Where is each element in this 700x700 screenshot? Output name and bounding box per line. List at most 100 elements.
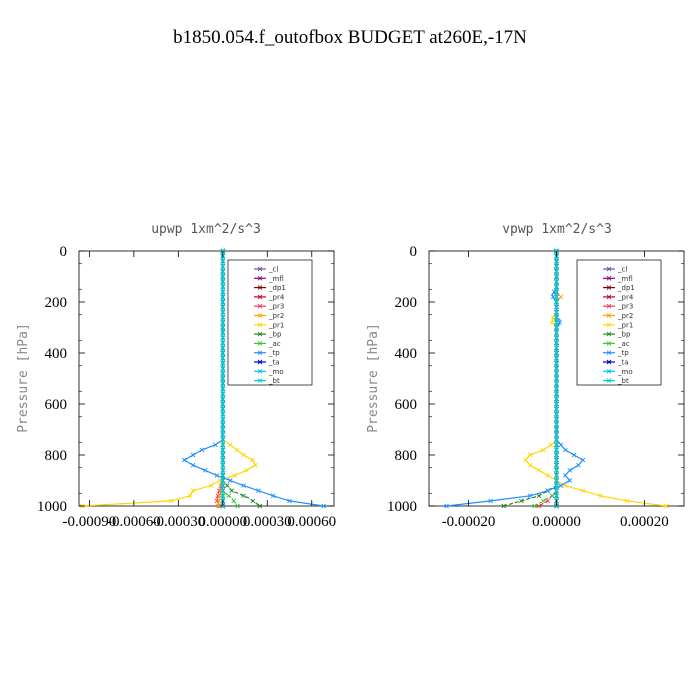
series-marker-bt <box>220 371 226 376</box>
series-layer-upwp <box>79 248 326 509</box>
series-marker-bt <box>554 309 559 315</box>
series-marker-bt <box>220 401 226 407</box>
series-marker-bt <box>554 437 559 443</box>
y-tick-label: 400 <box>395 346 418 362</box>
legend-marker <box>257 285 263 290</box>
legend-marker <box>606 285 612 290</box>
series-marker-tp <box>558 483 564 488</box>
series-marker-bt <box>220 289 226 295</box>
series-marker-bt <box>554 381 559 386</box>
series-marker-bt <box>554 345 559 351</box>
legend-label: _tp <box>617 349 629 357</box>
series-marker-bt <box>554 335 559 341</box>
series-marker-bp <box>241 493 246 499</box>
legend-label: _tp <box>268 349 280 357</box>
series-marker-tp <box>181 457 187 463</box>
series-marker-bp <box>229 488 235 494</box>
series-marker-bt <box>554 483 559 488</box>
x-tick-label: 0.00000 <box>532 514 581 530</box>
series-marker-bt <box>220 406 226 412</box>
series-marker-bt <box>220 269 226 274</box>
series-marker-bt <box>554 447 559 453</box>
series-marker-pr1 <box>253 462 258 468</box>
legend-label: _ac <box>268 340 281 348</box>
series-marker-bt <box>554 422 559 427</box>
legend-marker <box>257 303 263 309</box>
series-marker-bt <box>220 478 226 483</box>
series-marker-bt <box>220 294 226 300</box>
x-tick-label: -0.00090 <box>63 514 117 530</box>
series-marker-pr2 <box>558 294 564 300</box>
legend-marker <box>606 368 612 374</box>
series-marker-bt <box>554 365 559 371</box>
tick-layer-upwp: 0 200 400 600 800 1000-0.00090-0.00060-0.0003… <box>37 244 336 530</box>
legend-marker <box>257 359 263 365</box>
series-marker-bt <box>220 376 226 381</box>
legend-label: _mfl <box>617 275 633 283</box>
series-marker-bt <box>220 396 226 402</box>
series-marker-bt <box>220 493 226 499</box>
series-marker-bt <box>554 274 559 279</box>
series-marker-pr2 <box>216 498 222 504</box>
series-marker-tp <box>527 493 533 499</box>
legend-label: _dp1 <box>617 284 635 292</box>
series-marker-bt <box>554 258 559 264</box>
series-marker-pr1 <box>527 452 533 458</box>
y-axis-label-vpwp: Pressure [hPa] <box>366 323 381 433</box>
y-tick-label: 200 <box>45 295 68 311</box>
series-marker-bt <box>220 258 226 264</box>
series-marker-bt <box>220 386 226 392</box>
legend-marker <box>606 313 612 318</box>
series-marker-bp <box>224 483 230 488</box>
series-marker-pr3 <box>215 493 221 499</box>
series-marker-bt <box>220 340 226 346</box>
legend-marker <box>606 303 612 309</box>
y-tick-label: 600 <box>395 397 418 413</box>
series-marker-pr1 <box>234 447 240 453</box>
legend-marker <box>606 350 612 356</box>
series-marker-ac <box>226 493 232 499</box>
series-marker-tp <box>241 483 246 488</box>
x-tick-label: -0.00020 <box>442 514 496 530</box>
series-marker-bt <box>220 284 226 290</box>
series-line-pr2 <box>217 251 224 507</box>
legend-label: _pr4 <box>268 293 285 301</box>
series-marker-bt <box>220 279 226 284</box>
series-marker-tp <box>287 498 292 504</box>
y-tick-label: 1000 <box>37 499 67 515</box>
series-marker-bt <box>220 391 226 397</box>
series-marker-pr1 <box>536 467 542 473</box>
series-marker-bt <box>220 355 226 361</box>
series-marker-bt <box>554 391 559 397</box>
series-marker-pr1 <box>664 503 669 509</box>
series-marker-tp <box>488 498 493 504</box>
series-marker-bt <box>554 401 559 407</box>
plot-frame-upwp <box>78 250 335 507</box>
y-tick-label: 200 <box>395 295 418 311</box>
legend-vpwp: _cl_mfl_dp1_pr4_pr3_pr2_pr1_bp_ac_tp_ta_… <box>576 259 662 386</box>
y-tick-label: 1000 <box>387 499 417 515</box>
series-marker-tp <box>321 503 326 509</box>
legend-marker <box>606 266 612 272</box>
y-tick-label: 600 <box>45 397 68 413</box>
legend-marker <box>257 368 263 374</box>
series-marker-bt <box>220 314 226 320</box>
series-marker-bt <box>554 467 559 473</box>
legend-marker <box>257 378 263 383</box>
series-marker-pr1 <box>241 452 246 458</box>
series-marker-bt <box>220 309 226 315</box>
series-marker-pr2 <box>216 503 221 509</box>
legend-marker <box>606 341 612 346</box>
series-marker-bt <box>554 488 559 494</box>
series-marker-pr1 <box>624 498 630 504</box>
y-tick-label: 0 <box>410 244 418 260</box>
series-marker-bt <box>220 325 226 330</box>
series-marker-bt <box>554 304 559 310</box>
panel-title-vpwp: vpwp 1xm^2/s^3 <box>502 222 612 237</box>
legend-label: _pr2 <box>617 312 633 320</box>
y-tick-label: 0 <box>60 244 68 260</box>
x-tick-label: -0.00030 <box>151 514 205 530</box>
series-marker-tp <box>580 457 586 463</box>
series-marker-tp <box>270 493 276 499</box>
